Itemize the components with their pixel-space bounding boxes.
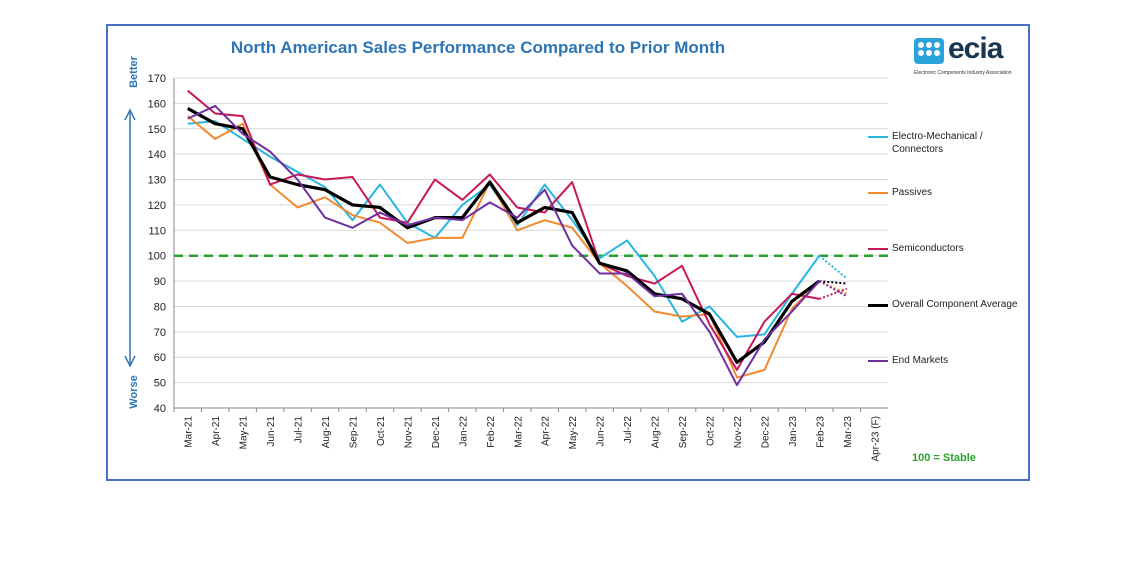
x-tick-label: Dec-22 (760, 416, 771, 449)
x-tick-label: Apr-22 (541, 416, 552, 446)
x-tick-label: Jul-22 (623, 416, 634, 444)
x-tick-label: Oct-22 (706, 416, 717, 446)
stable-note: 100 = Stable (912, 452, 976, 464)
x-tick-label: Jan-23 (788, 416, 799, 447)
x-tick-label: Aug-21 (321, 416, 332, 449)
legend-label: Semiconductors (892, 243, 964, 254)
x-tick-label: Apr-23 (F) (870, 416, 881, 462)
legend-label: Passives (892, 187, 933, 198)
x-tick-label: Sep-22 (678, 416, 689, 449)
legend-label: Electro-Mechanical / Connectors (892, 131, 983, 155)
y-tick-label: 110 (148, 225, 166, 237)
x-tick-label: Jun-22 (596, 416, 607, 447)
legend-swatch (868, 192, 888, 194)
y-tick-label: 40 (154, 403, 166, 415)
legend-swatch (868, 136, 888, 138)
x-tick-label: Nov-21 (403, 416, 414, 449)
legend-label: Overall Component Average (892, 299, 1018, 310)
y-tick-label: 130 (148, 175, 166, 187)
series-forecast-4 (818, 280, 848, 298)
x-tick-label: Jan-22 (458, 416, 469, 447)
x-tick-label: Aug-22 (651, 416, 662, 449)
x-tick-label: Nov-22 (733, 416, 744, 449)
ecia-logo-icon (914, 38, 944, 64)
series-line-4 (187, 104, 821, 387)
legend-item: End Markets (868, 354, 1022, 367)
x-tick-label: Feb-22 (486, 416, 497, 448)
x-tick-label: Jun-21 (266, 416, 277, 447)
logo-text: ecia (948, 32, 1003, 65)
legend-item: Passives (868, 186, 1022, 199)
x-tick-label: Mar-22 (513, 416, 524, 448)
series-line-0 (187, 120, 821, 338)
y-tick-label: 100 (148, 251, 166, 263)
x-tick-label: Apr-21 (211, 416, 222, 446)
x-tick-label: Feb-23 (815, 416, 826, 448)
ecia-logo: ecia Electronic Components Industry Asso… (914, 32, 1024, 82)
y-tick-label: 170 (148, 73, 166, 85)
legend-item: Overall Component Average (868, 298, 1022, 311)
x-tick-label: Oct-21 (376, 416, 387, 446)
legend-swatch (868, 304, 888, 307)
y-tick-label: 80 (154, 301, 166, 313)
series-forecast-2 (818, 287, 848, 300)
chart-frame: North American Sales Performance Compare… (106, 24, 1030, 481)
line-chart: 40 50 60 70 80 90 100 110 120 130 140 150 160 170 Mar-… (124, 73, 888, 462)
x-tick-label: May-21 (239, 416, 250, 450)
y-tick-label: 140 (148, 149, 166, 161)
y-tick-label: 50 (154, 378, 166, 390)
legend-item: Semiconductors (868, 242, 1022, 255)
legend-item: Electro-Mechanical / Connectors (868, 130, 1022, 156)
legend-label: End Markets (892, 355, 949, 366)
y-tick-label: 90 (154, 276, 166, 288)
logo-subtitle: Electronic Components Industry Associati… (914, 70, 1012, 76)
x-tick-label: Sep-21 (349, 416, 360, 449)
y-tick-label: 70 (154, 327, 166, 339)
series-forecast-0 (818, 254, 848, 280)
y-tick-label: 160 (148, 98, 166, 110)
y-tick-label: 120 (148, 200, 166, 212)
series-forecast-3 (819, 280, 847, 285)
legend-swatch (868, 248, 888, 250)
x-tick-label: Mar-21 (184, 416, 195, 448)
x-tick-label: Jul-21 (294, 416, 305, 444)
y-tick-label: 60 (154, 352, 166, 364)
arrow-down-icon (124, 355, 136, 368)
legend-swatch (868, 360, 888, 362)
series-line-3 (186, 107, 821, 364)
y-tick-label: 150 (148, 124, 166, 136)
chart-title: North American Sales Performance Compare… (230, 38, 726, 57)
x-tick-label: Dec-21 (431, 416, 442, 449)
x-tick-label: Mar-23 (843, 416, 854, 448)
x-tick-label: May-22 (568, 416, 579, 450)
arrow-up-icon (124, 108, 136, 121)
